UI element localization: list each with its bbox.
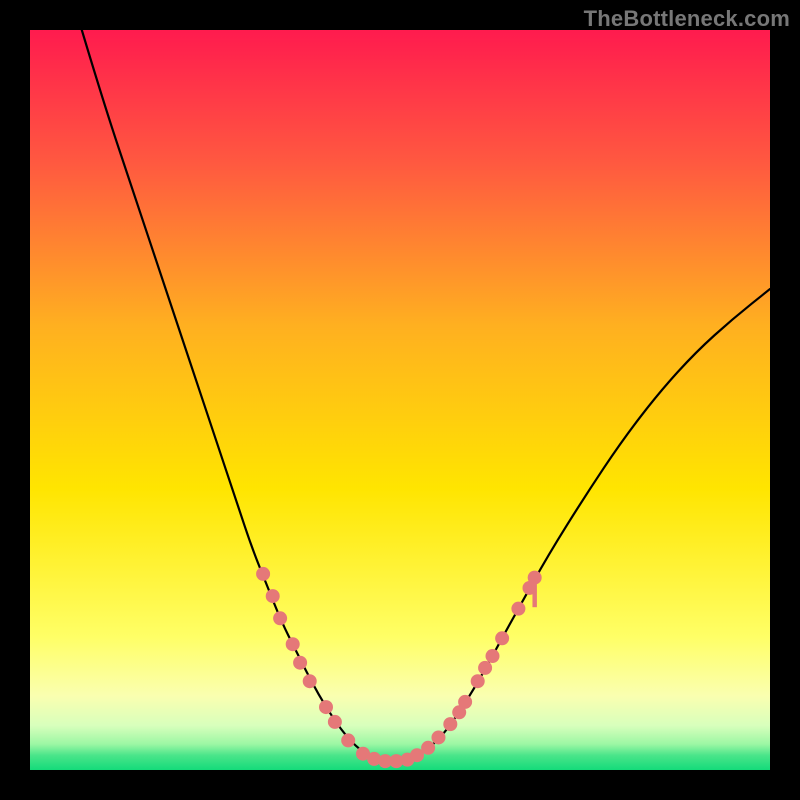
data-marker: [458, 695, 472, 709]
data-marker: [511, 602, 525, 616]
data-marker: [421, 741, 435, 755]
data-marker: [431, 730, 445, 744]
data-marker: [303, 674, 317, 688]
curve-overlay: [30, 30, 770, 770]
data-marker: [328, 715, 342, 729]
data-marker: [486, 649, 500, 663]
data-marker: [478, 661, 492, 675]
data-marker: [319, 700, 333, 714]
data-marker: [495, 631, 509, 645]
data-marker: [293, 656, 307, 670]
data-marker: [443, 717, 457, 731]
data-marker: [286, 637, 300, 651]
chart-container: { "watermark": { "text": "TheBottleneck.…: [0, 0, 800, 800]
data-marker: [256, 567, 270, 581]
data-marker: [273, 611, 287, 625]
data-marker: [528, 571, 542, 585]
data-marker: [341, 733, 355, 747]
bottleneck-curve: [82, 30, 770, 761]
watermark-text: TheBottleneck.com: [584, 6, 790, 32]
plot-area: [30, 30, 770, 770]
data-marker: [266, 589, 280, 603]
data-marker: [471, 674, 485, 688]
